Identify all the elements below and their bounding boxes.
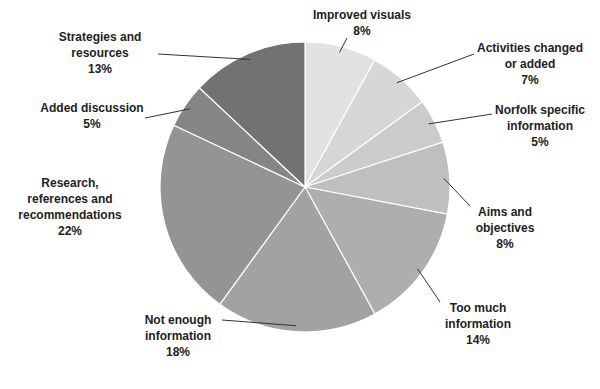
data-label: 8% <box>496 237 514 251</box>
data-label: 14% <box>466 333 490 347</box>
slice-label: Improved visuals <box>313 8 411 22</box>
leader-line <box>417 269 440 302</box>
slice-label: Not enoughinformation <box>145 313 212 343</box>
data-label: 22% <box>58 224 82 238</box>
pie-slice <box>199 42 305 187</box>
slice-label: Too muchinformation <box>445 301 511 331</box>
data-label: 8% <box>353 24 371 38</box>
leader-line <box>222 320 296 326</box>
slice-label: Added discussion <box>40 101 143 115</box>
leader-line <box>158 54 250 59</box>
pie-chart: Improved visuals 8% Activities changedor a… <box>0 0 600 389</box>
leader-line <box>145 109 190 118</box>
data-label: 7% <box>521 73 539 87</box>
leader-line <box>429 114 492 124</box>
data-label: 5% <box>531 135 549 149</box>
labels: Improved visuals 8% Activities changedor a… <box>18 8 585 359</box>
leader-line <box>444 178 470 206</box>
data-label: 5% <box>83 117 101 131</box>
leader-line <box>340 38 347 52</box>
data-label: 13% <box>88 62 112 76</box>
data-label: 18% <box>166 345 190 359</box>
slice-label: Norfolk specificinformation <box>495 103 585 133</box>
slice-label: Aims andobjectives <box>476 205 535 235</box>
slices <box>160 42 450 332</box>
leader-line <box>397 54 474 83</box>
slice-label: Research,references andrecommendations <box>18 176 122 222</box>
slice-label: Activities changedor added <box>477 41 583 71</box>
slice-label: Strategies andresources <box>59 30 142 60</box>
